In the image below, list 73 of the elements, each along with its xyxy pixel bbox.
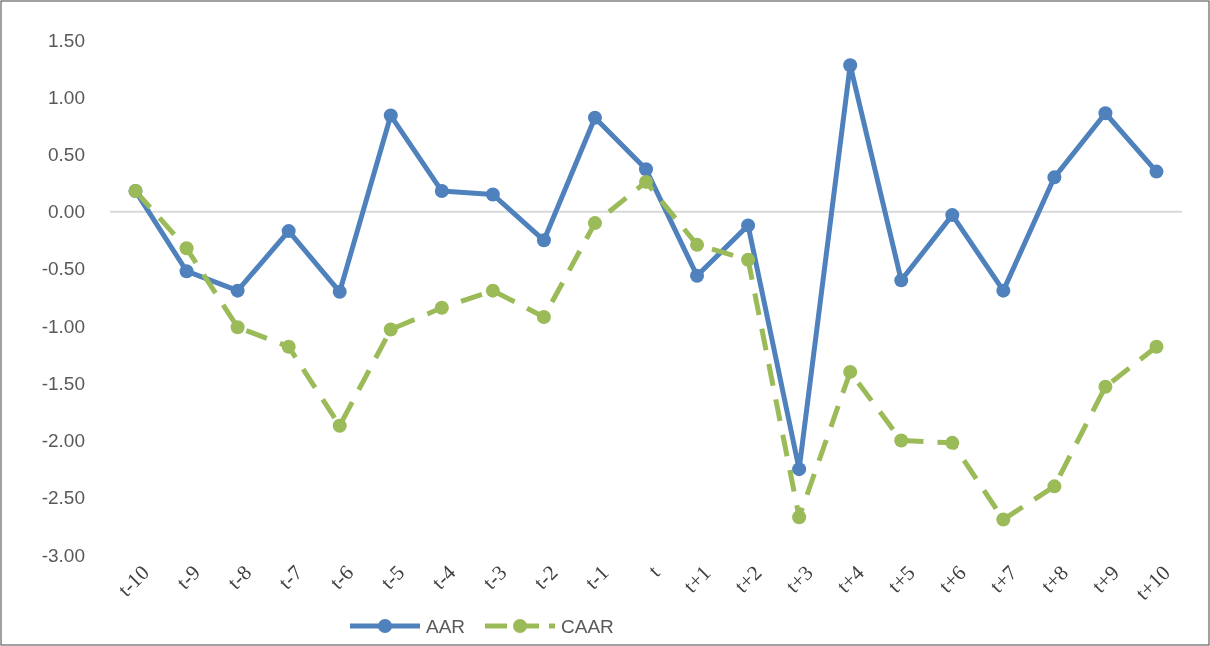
point bbox=[281, 224, 296, 239]
point bbox=[945, 208, 960, 223]
x-tick-label: t+1 bbox=[678, 560, 716, 598]
point bbox=[996, 283, 1011, 298]
y-tick-label: 1.50 bbox=[48, 29, 85, 51]
point bbox=[894, 273, 909, 288]
x-tick-label: t+4 bbox=[831, 560, 870, 598]
x-tick-label: t+7 bbox=[984, 560, 1022, 598]
point bbox=[230, 320, 245, 335]
x-tick-label: t+6 bbox=[933, 560, 971, 598]
y-tick-label: -1.00 bbox=[41, 315, 85, 337]
legend-label: CAAR bbox=[561, 615, 614, 637]
point bbox=[1047, 170, 1062, 185]
point bbox=[792, 510, 807, 525]
x-tick-label: t+10 bbox=[1130, 560, 1175, 605]
y-tick-label: -1.50 bbox=[41, 372, 85, 394]
point bbox=[230, 283, 245, 298]
x-tick-label: t-1 bbox=[579, 560, 614, 594]
y-tick-label: -2.00 bbox=[41, 430, 85, 452]
point bbox=[1098, 106, 1113, 121]
x-tick-label: t+3 bbox=[780, 560, 818, 598]
x-tick-label: t-5 bbox=[375, 560, 410, 594]
x-tick-label: t+8 bbox=[1035, 560, 1073, 598]
point bbox=[383, 322, 398, 337]
point bbox=[536, 233, 551, 248]
x-tick-label: t-4 bbox=[426, 560, 461, 594]
point bbox=[383, 108, 398, 123]
point bbox=[1047, 479, 1062, 494]
y-tick-label: -3.00 bbox=[41, 544, 85, 566]
point bbox=[792, 462, 807, 477]
point bbox=[485, 187, 500, 202]
point bbox=[843, 364, 858, 379]
x-tick-label: t bbox=[643, 560, 665, 582]
point bbox=[945, 435, 960, 450]
x-tick-label: t-9 bbox=[171, 560, 206, 594]
point bbox=[1149, 339, 1164, 354]
point bbox=[587, 110, 602, 125]
point bbox=[587, 216, 602, 231]
point bbox=[894, 433, 909, 448]
point bbox=[434, 184, 449, 199]
x-tick-label: t-7 bbox=[273, 560, 308, 594]
point bbox=[741, 252, 756, 267]
point bbox=[1098, 379, 1113, 394]
point bbox=[485, 283, 500, 298]
point bbox=[536, 309, 551, 324]
point bbox=[639, 174, 653, 189]
x-tick-label: t-6 bbox=[324, 560, 359, 594]
x-tick-label: t+2 bbox=[729, 560, 767, 598]
x-tick-label: t-2 bbox=[528, 560, 563, 594]
point bbox=[1149, 164, 1164, 179]
y-tick-label: 0.50 bbox=[48, 143, 85, 165]
x-tick-label: t-10 bbox=[113, 560, 155, 602]
y-tick-label: -0.50 bbox=[41, 258, 85, 280]
point bbox=[690, 268, 705, 283]
point bbox=[332, 284, 347, 299]
point bbox=[843, 58, 858, 73]
point bbox=[179, 264, 194, 279]
point bbox=[741, 218, 756, 233]
point bbox=[639, 162, 653, 177]
x-tick-label: t-3 bbox=[477, 560, 512, 594]
x-tick-label: t+9 bbox=[1087, 560, 1124, 598]
point bbox=[996, 512, 1011, 527]
x-tick-label: t-8 bbox=[222, 560, 257, 594]
y-tick-label: -2.50 bbox=[41, 487, 85, 509]
point bbox=[179, 241, 194, 256]
point bbox=[281, 339, 296, 354]
y-tick-label: 0.00 bbox=[48, 201, 85, 223]
x-tick-label: t+5 bbox=[882, 560, 920, 598]
legend-label: AAR bbox=[426, 615, 466, 637]
point bbox=[434, 300, 449, 315]
point bbox=[332, 418, 347, 433]
point bbox=[690, 237, 705, 252]
y-tick-label: 1.00 bbox=[48, 86, 85, 108]
